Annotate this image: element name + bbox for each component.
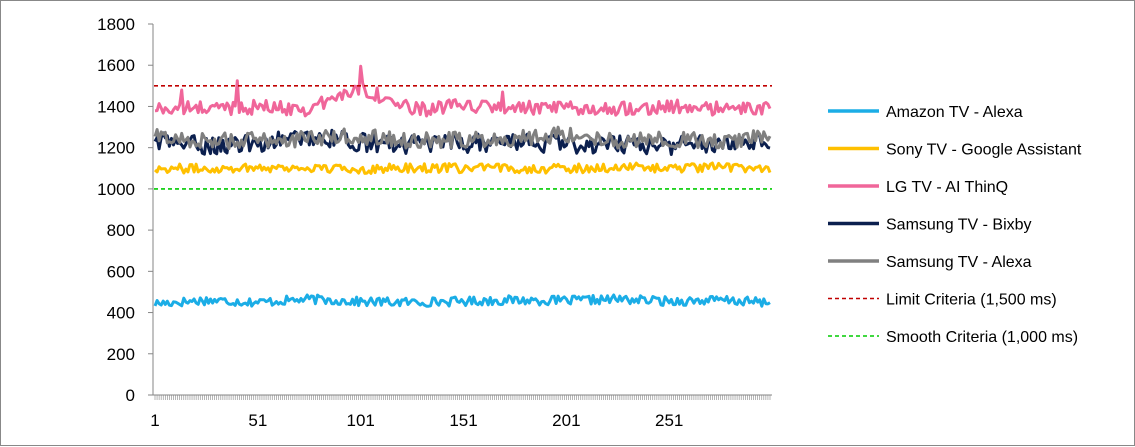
legend-label: Amazon TV - Alexa (886, 104, 1023, 121)
legend-label: Samsung TV - Bixby (886, 217, 1032, 234)
legend-label: Samsung TV - Alexa (886, 254, 1032, 271)
y-tick-label: 1800 (97, 15, 135, 34)
legend-label: LG TV - AI ThinQ (886, 179, 1008, 196)
series-line-lg-tv-ai-thinq (154, 64, 772, 118)
y-tick-label: 800 (107, 221, 135, 240)
y-tick-label: 1000 (97, 180, 135, 199)
legend: Amazon TV - Alexa Sony TV - Google Assist… (828, 104, 1082, 346)
y-tick-label: 1200 (97, 139, 135, 158)
legend-item-samsung-tv-alexa: Samsung TV - Alexa (828, 254, 1032, 271)
y-tick-label: 0 (126, 386, 135, 405)
y-tick-label: 600 (107, 262, 135, 281)
legend-item-lg-tv-ai-thinq: LG TV - AI ThinQ (828, 179, 1008, 196)
x-tick-label: 251 (655, 411, 683, 430)
legend-label: Sony TV - Google Assistant (886, 142, 1082, 159)
y-tick-label: 400 (107, 304, 135, 323)
series-line-amazon-tv-alexa (153, 293, 771, 308)
legend-item-sony-tv-google-assistant: Sony TV - Google Assistant (828, 142, 1082, 159)
legend-item-samsung-tv-bixby: Samsung TV - Bixby (828, 217, 1032, 234)
x-tick-label: 201 (552, 411, 580, 430)
x-tick-label: 151 (449, 411, 477, 430)
legend-item-amazon-tv-alexa: Amazon TV - Alexa (828, 104, 1023, 121)
legend-label: Smooth Criteria (1,000 ms) (886, 329, 1078, 346)
legend-item-limit-criteria-1-500-ms: Limit Criteria (1,500 ms) (828, 292, 1057, 309)
legend-item-smooth-criteria-1-000-ms: Smooth Criteria (1,000 ms) (828, 329, 1078, 346)
y-tick-label: 1400 (97, 97, 135, 116)
x-tick-label: 101 (346, 411, 374, 430)
series-line-samsung-tv-alexa (153, 125, 772, 151)
y-tick-label: 1600 (97, 56, 135, 75)
legend-label: Limit Criteria (1,500 ms) (886, 292, 1057, 309)
plot-series (153, 64, 772, 308)
y-tick-label: 200 (107, 345, 135, 364)
x-tick-label: 51 (248, 411, 267, 430)
x-tick-label: 1 (150, 411, 159, 430)
series-line-sony-tv-google-assistant (153, 161, 772, 175)
